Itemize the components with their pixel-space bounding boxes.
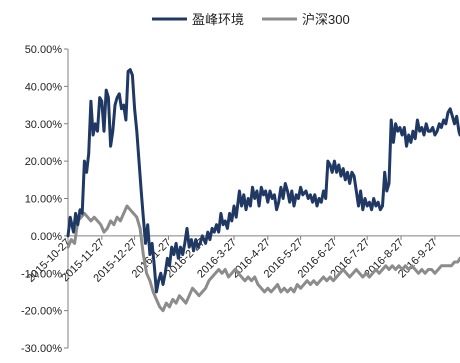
y-tick-label: -10.00%: [21, 268, 62, 280]
y-axis: -30.00% -20.00% -10.00% 0.00% 10.00% 20.00% 30…: [21, 44, 69, 355]
y-tick-label: 20.00%: [25, 156, 63, 168]
y-tick-label: 40.00%: [25, 81, 63, 93]
legend-label-2: 沪深300: [302, 12, 350, 27]
y-tick-label: 10.00%: [25, 194, 63, 206]
y-tick-label: 50.00%: [25, 44, 63, 56]
series-line-2: [66, 204, 460, 313]
legend-label-1: 盈峰环境: [192, 12, 244, 27]
series-line-1: [66, 68, 460, 294]
y-tick-label: -20.00%: [21, 306, 62, 318]
y-tick-label: -30.00%: [21, 343, 62, 355]
legend: 盈峰环境 沪深300: [152, 12, 350, 27]
y-tick-label: 0.00%: [31, 231, 62, 243]
y-tick-label: 30.00%: [25, 119, 63, 131]
plot-area: [66, 68, 460, 313]
